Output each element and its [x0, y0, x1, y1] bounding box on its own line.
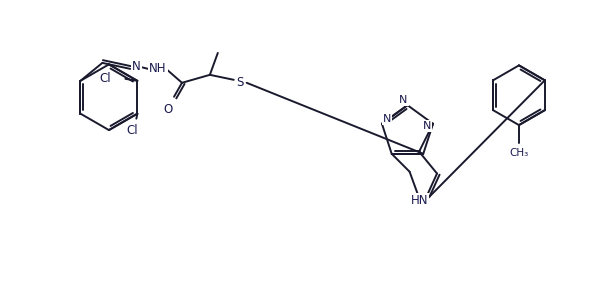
Text: N: N [132, 60, 141, 73]
Text: Cl: Cl [127, 124, 138, 137]
Text: NH: NH [150, 62, 167, 75]
Text: N: N [383, 114, 391, 124]
Text: Cl: Cl [100, 72, 111, 85]
Text: S: S [236, 76, 243, 89]
Text: N: N [399, 95, 408, 105]
Text: CH₃: CH₃ [509, 148, 529, 158]
Text: O: O [163, 103, 173, 116]
Text: N: N [423, 121, 431, 131]
Text: HN: HN [411, 194, 428, 207]
